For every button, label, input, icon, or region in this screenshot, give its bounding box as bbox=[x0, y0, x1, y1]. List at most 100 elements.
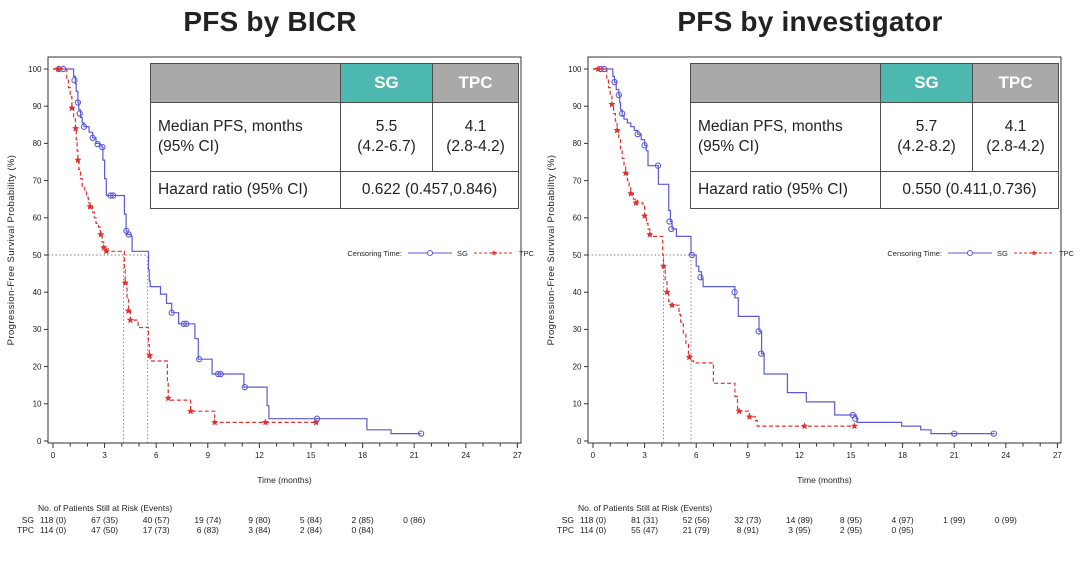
legend: Censoring Time: SG TPC bbox=[887, 249, 1074, 258]
sg-curve bbox=[53, 68, 422, 435]
svg-text:19 (74): 19 (74) bbox=[194, 515, 221, 525]
svg-text:50: 50 bbox=[33, 251, 42, 260]
svg-text:0: 0 bbox=[51, 451, 56, 460]
svg-text:3 (84): 3 (84) bbox=[248, 525, 270, 535]
svg-text:21: 21 bbox=[950, 451, 959, 460]
svg-text:2 (95): 2 (95) bbox=[840, 525, 862, 535]
svg-text:18: 18 bbox=[358, 451, 367, 460]
svg-text:Censoring Time:: Censoring Time: bbox=[347, 249, 402, 258]
risk-table: No. of Patients Still at Risk (Events) SG… bbox=[17, 503, 425, 535]
svg-text:Progression-Free Survival Prob: Progression-Free Survival Probability (%… bbox=[546, 155, 557, 346]
svg-text:67 (35): 67 (35) bbox=[91, 515, 118, 525]
panel-title-bicr: PFS by BICR bbox=[183, 6, 357, 37]
hazard-ratio-value: 0.550 (0.411,0.736) bbox=[880, 171, 1059, 209]
svg-text:27: 27 bbox=[1053, 451, 1062, 460]
svg-text:0: 0 bbox=[577, 437, 582, 446]
svg-text:114 (0): 114 (0) bbox=[580, 525, 606, 535]
svg-text:70: 70 bbox=[33, 176, 42, 185]
hazard-ratio-row: Hazard ratio (95% CI) 0.550 (0.411,0.736… bbox=[690, 171, 1059, 209]
svg-text:114 (0): 114 (0) bbox=[40, 525, 66, 535]
svg-text:3: 3 bbox=[102, 451, 107, 460]
svg-text:30: 30 bbox=[573, 325, 582, 334]
hazard-ratio-label: Hazard ratio (95% CI) bbox=[690, 171, 881, 209]
median-label-cell: Median PFS, months (95% CI) bbox=[150, 102, 341, 172]
svg-text:80: 80 bbox=[33, 139, 42, 148]
reference-lines bbox=[48, 254, 149, 443]
svg-text:Time (months): Time (months) bbox=[797, 475, 852, 485]
stats-col-tpc: TPC bbox=[972, 63, 1059, 103]
svg-text:9 (80): 9 (80) bbox=[248, 515, 270, 525]
svg-text:100: 100 bbox=[28, 65, 42, 74]
tpc-censor-marks bbox=[54, 65, 320, 426]
svg-text:1 (99): 1 (99) bbox=[943, 515, 965, 525]
median-label-line1: Median PFS, months bbox=[698, 117, 843, 135]
svg-text:14 (89): 14 (89) bbox=[786, 515, 813, 525]
svg-text:47 (50): 47 (50) bbox=[91, 525, 118, 535]
svg-text:9: 9 bbox=[746, 451, 751, 460]
axes: 0 10 20 30 40 50 60 70 80 90 100 0 3 6 9 12 15 18 21 24 27 Ti… bbox=[546, 56, 1062, 485]
km-plot-bicr: 0 10 20 30 40 50 60 70 80 90 100 0 3 6 9 12 15 18 21 24 27 Ti… bbox=[6, 56, 535, 535]
svg-text:80: 80 bbox=[573, 139, 582, 148]
svg-text:SG: SG bbox=[562, 515, 574, 525]
svg-text:24: 24 bbox=[1001, 451, 1010, 460]
svg-text:90: 90 bbox=[33, 102, 42, 111]
median-tpc-value: 4.1 bbox=[464, 117, 487, 135]
stats-col-sg: SG bbox=[340, 63, 433, 103]
median-tpc-cell: 4.1 (2.8-4.2) bbox=[972, 102, 1059, 172]
axes: 0 10 20 30 40 50 60 70 80 90 100 0 3 6 9 12 15 18 21 24 27 Ti… bbox=[6, 56, 522, 485]
svg-text:8 (91): 8 (91) bbox=[737, 525, 759, 535]
median-tpc-cell: 4.1 (2.8-4.2) bbox=[432, 102, 519, 172]
svg-text:55 (47): 55 (47) bbox=[631, 525, 658, 535]
svg-text:6: 6 bbox=[154, 451, 159, 460]
svg-text:17 (73): 17 (73) bbox=[143, 525, 170, 535]
median-tpc-value: 4.1 bbox=[1004, 117, 1027, 135]
svg-text:SG: SG bbox=[997, 249, 1008, 258]
legend: Censoring Time: SG TPC bbox=[347, 249, 534, 258]
median-label-cell: Median PFS, months (95% CI) bbox=[690, 102, 881, 172]
svg-text:90: 90 bbox=[573, 102, 582, 111]
svg-text:32 (73): 32 (73) bbox=[734, 515, 761, 525]
svg-text:40: 40 bbox=[573, 288, 582, 297]
svg-text:8 (95): 8 (95) bbox=[840, 515, 862, 525]
median-tpc-ci: (2.8-4.2) bbox=[986, 138, 1045, 155]
svg-text:60: 60 bbox=[573, 214, 582, 223]
median-row: Median PFS, months (95% CI) 5.5 (4.2-6.7… bbox=[150, 102, 519, 172]
hazard-ratio-label: Hazard ratio (95% CI) bbox=[150, 171, 341, 209]
svg-text:No. of Patients Still at Risk: No. of Patients Still at Risk (Events) bbox=[578, 503, 712, 513]
svg-text:6 (83): 6 (83) bbox=[197, 525, 219, 535]
svg-text:24: 24 bbox=[461, 451, 470, 460]
median-label-line2: (95% CI) bbox=[698, 138, 760, 155]
svg-text:0 (95): 0 (95) bbox=[891, 525, 913, 535]
reference-lines bbox=[588, 254, 692, 443]
svg-text:SG: SG bbox=[22, 515, 34, 525]
svg-text:TPC: TPC bbox=[1059, 249, 1075, 258]
svg-text:50: 50 bbox=[573, 251, 582, 260]
svg-text:No. of Patients Still at Risk: No. of Patients Still at Risk (Events) bbox=[38, 503, 172, 513]
median-label-line2: (95% CI) bbox=[158, 138, 220, 155]
svg-text:10: 10 bbox=[33, 400, 42, 409]
median-sg-cell: 5.5 (4.2-6.7) bbox=[340, 102, 433, 172]
km-plot-investigator: 0 10 20 30 40 50 60 70 80 90 100 0 3 6 9 12 15 18 21 24 27 Ti… bbox=[546, 56, 1075, 535]
svg-text:0 (86): 0 (86) bbox=[403, 515, 425, 525]
svg-text:SG: SG bbox=[457, 249, 468, 258]
svg-text:0: 0 bbox=[591, 451, 596, 460]
svg-text:2 (85): 2 (85) bbox=[351, 515, 373, 525]
median-row: Median PFS, months (95% CI) 5.7 (4.2-8.2… bbox=[690, 102, 1059, 172]
svg-text:70: 70 bbox=[573, 176, 582, 185]
stats-table-bicr: SG TPC Median PFS, months (95% CI) 5.5 (… bbox=[150, 63, 519, 209]
svg-text:20: 20 bbox=[33, 362, 42, 371]
svg-text:6: 6 bbox=[694, 451, 699, 460]
stats-col-sg: SG bbox=[880, 63, 973, 103]
stats-header-row: SG TPC bbox=[150, 63, 519, 103]
svg-text:3: 3 bbox=[642, 451, 647, 460]
median-sg-value: 5.5 bbox=[375, 117, 398, 135]
hazard-ratio-value: 0.622 (0.457,0.846) bbox=[340, 171, 519, 209]
svg-text:TPC: TPC bbox=[17, 525, 34, 535]
svg-text:TPC: TPC bbox=[557, 525, 574, 535]
hazard-ratio-row: Hazard ratio (95% CI) 0.622 (0.457,0.846… bbox=[150, 171, 519, 209]
svg-text:15: 15 bbox=[307, 451, 316, 460]
svg-text:21 (79): 21 (79) bbox=[683, 525, 710, 535]
sg-censor-marks bbox=[55, 65, 425, 437]
stats-table-investigator: SG TPC Median PFS, months (95% CI) 5.7 (… bbox=[690, 63, 1059, 209]
